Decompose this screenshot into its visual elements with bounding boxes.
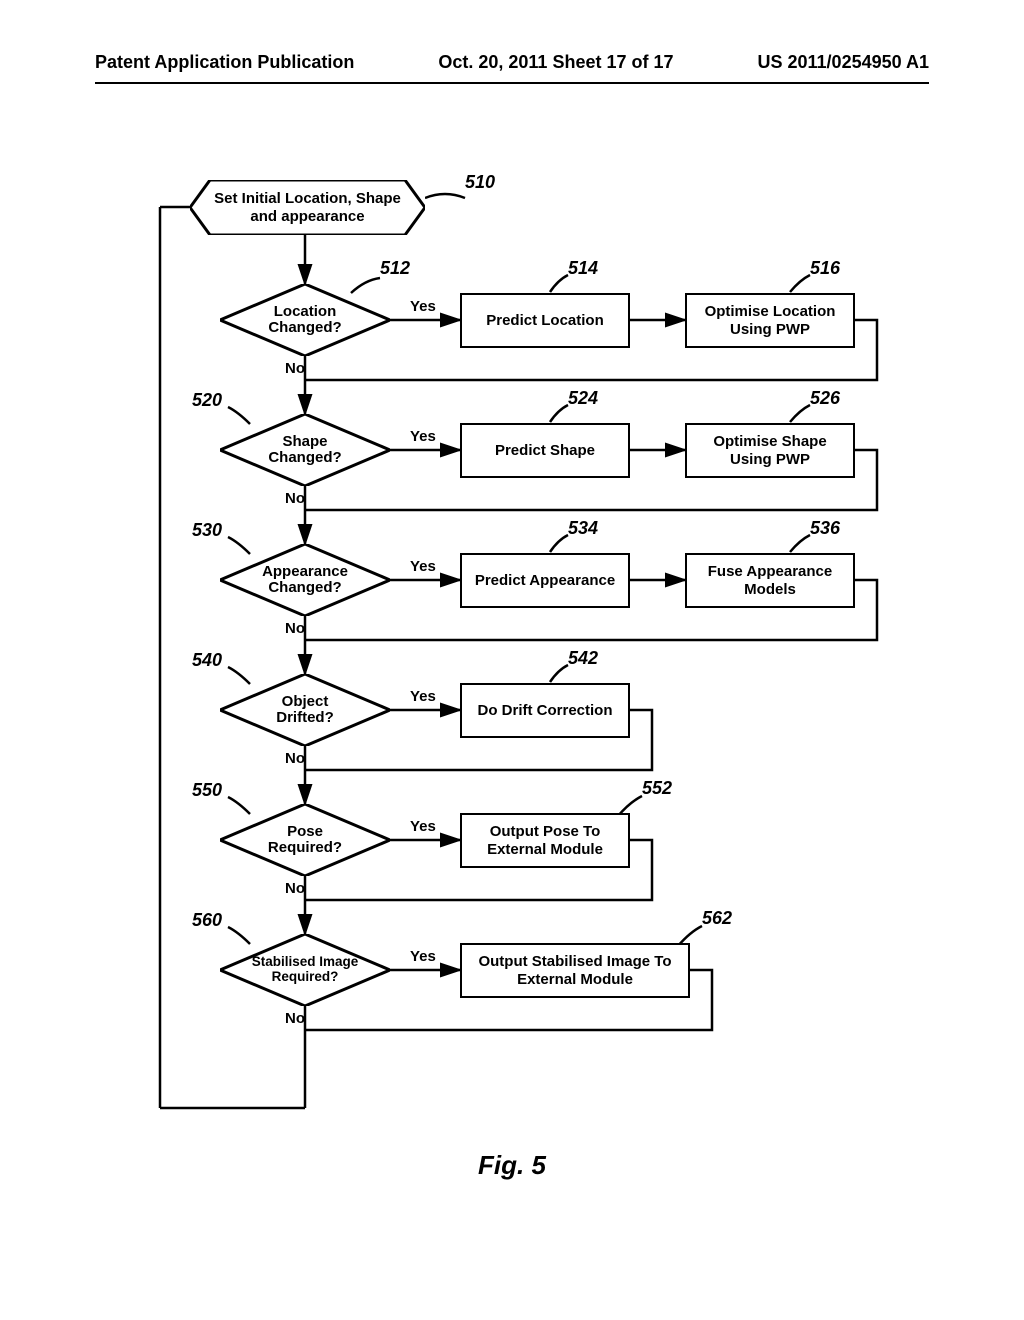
no-label: No <box>285 620 305 637</box>
yes-label: Yes <box>410 428 436 445</box>
process-optimise-shape: Optimise ShapeUsing PWP <box>685 423 855 478</box>
start-node: Set Initial Location, Shapeand appearanc… <box>190 180 425 235</box>
process-text: Output Stabilised Image ToExternal Modul… <box>478 953 671 988</box>
ref-550: 550 <box>192 780 222 801</box>
decision-text: ShapeChanged? <box>268 434 341 467</box>
ref-524: 524 <box>568 388 598 409</box>
yes-label: Yes <box>410 298 436 315</box>
ref-514: 514 <box>568 258 598 279</box>
decision-shape-changed: ShapeChanged? <box>220 414 390 486</box>
process-output-pose: Output Pose ToExternal Module <box>460 813 630 868</box>
process-text: Fuse AppearanceModels <box>708 563 833 598</box>
yes-label: Yes <box>410 818 436 835</box>
ref-534: 534 <box>568 518 598 539</box>
process-predict-appearance: Predict Appearance <box>460 553 630 608</box>
header-rule <box>95 82 929 84</box>
ref-510: 510 <box>465 172 495 193</box>
figure-caption: Fig. 5 <box>0 1150 1024 1181</box>
process-text: Predict Location <box>486 312 604 329</box>
ref-540: 540 <box>192 650 222 671</box>
start-text: Set Initial Location, Shapeand appearanc… <box>194 190 421 225</box>
decision-text: ObjectDrifted? <box>276 694 334 727</box>
no-label: No <box>285 490 305 507</box>
ref-530: 530 <box>192 520 222 541</box>
decision-stabilised-image-required: Stabilised ImageRequired? <box>220 934 390 1006</box>
ref-516: 516 <box>810 258 840 279</box>
ref-542: 542 <box>568 648 598 669</box>
ref-512: 512 <box>380 258 410 279</box>
process-text: Optimise LocationUsing PWP <box>705 303 836 338</box>
process-text: Do Drift Correction <box>478 702 613 719</box>
process-predict-location: Predict Location <box>460 293 630 348</box>
process-fuse-appearance: Fuse AppearanceModels <box>685 553 855 608</box>
decision-pose-required: PoseRequired? <box>220 804 390 876</box>
process-text: Predict Shape <box>495 442 595 459</box>
no-label: No <box>285 1010 305 1027</box>
ref-562: 562 <box>702 908 732 929</box>
page-header: Patent Application Publication Oct. 20, … <box>0 52 1024 73</box>
decision-text: Stabilised ImageRequired? <box>252 955 359 985</box>
header-left: Patent Application Publication <box>95 52 354 73</box>
no-label: No <box>285 750 305 767</box>
yes-label: Yes <box>410 948 436 965</box>
process-text: Output Pose ToExternal Module <box>487 823 603 858</box>
process-predict-shape: Predict Shape <box>460 423 630 478</box>
flowchart: Set Initial Location, Shapeand appearanc… <box>130 180 920 1120</box>
yes-label: Yes <box>410 688 436 705</box>
process-text: Optimise ShapeUsing PWP <box>713 433 826 468</box>
decision-text: AppearanceChanged? <box>262 564 348 597</box>
process-drift-correction: Do Drift Correction <box>460 683 630 738</box>
process-text: Predict Appearance <box>475 572 615 589</box>
no-label: No <box>285 360 305 377</box>
process-output-stabilised-image: Output Stabilised Image ToExternal Modul… <box>460 943 690 998</box>
ref-536: 536 <box>810 518 840 539</box>
decision-object-drifted: ObjectDrifted? <box>220 674 390 746</box>
decision-appearance-changed: AppearanceChanged? <box>220 544 390 616</box>
no-label: No <box>285 880 305 897</box>
ref-552: 552 <box>642 778 672 799</box>
decision-location-changed: LocationChanged? <box>220 284 390 356</box>
decision-text: PoseRequired? <box>268 824 342 857</box>
ref-526: 526 <box>810 388 840 409</box>
header-right: US 2011/0254950 A1 <box>758 52 929 73</box>
process-optimise-location: Optimise LocationUsing PWP <box>685 293 855 348</box>
yes-label: Yes <box>410 558 436 575</box>
ref-560: 560 <box>192 910 222 931</box>
decision-text: LocationChanged? <box>268 304 341 337</box>
header-center: Oct. 20, 2011 Sheet 17 of 17 <box>438 52 673 73</box>
ref-520: 520 <box>192 390 222 411</box>
